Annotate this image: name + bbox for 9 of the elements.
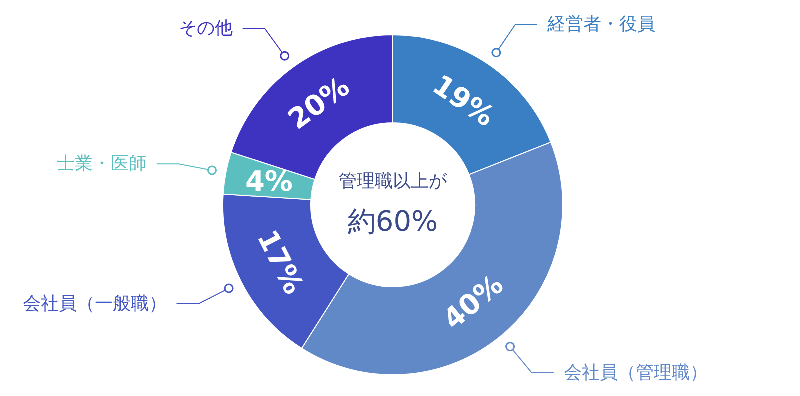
data-label: 4% [245, 164, 294, 198]
data-label: 17% [250, 224, 311, 300]
slice-label: その他 [178, 18, 233, 40]
slice-label: 会社員（管理職） [564, 362, 708, 384]
slice-label: 経営者・役員 [546, 14, 656, 36]
text: 約60% [348, 205, 438, 238]
slice-label: 会社員（一般職） [22, 293, 167, 314]
slice-label: 士業・医師 [56, 154, 147, 175]
text: 管理職以上が [339, 171, 448, 192]
